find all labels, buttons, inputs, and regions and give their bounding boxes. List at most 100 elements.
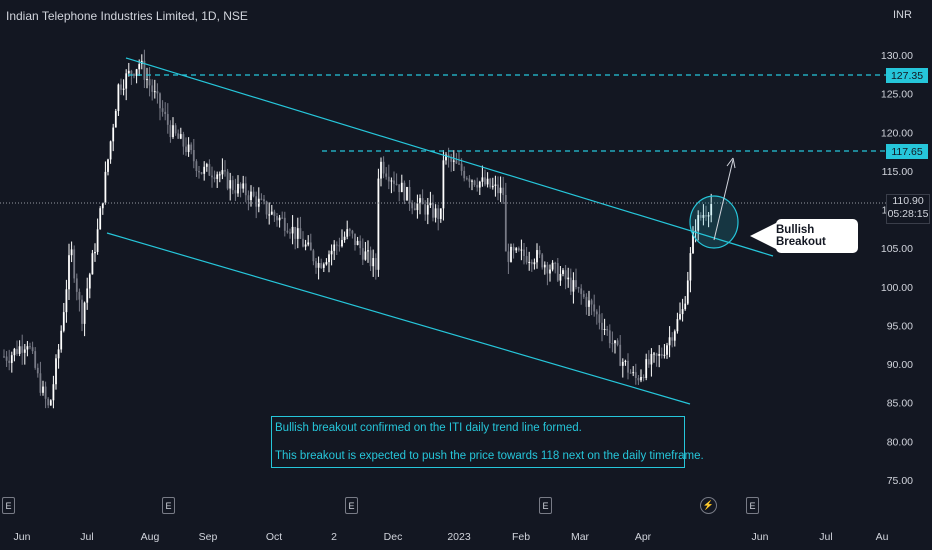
candle-body xyxy=(237,183,239,194)
candle-body xyxy=(130,70,133,75)
analysis-note[interactable]: Bullish breakout confirmed on the ITI da… xyxy=(271,416,704,468)
candle-body xyxy=(595,311,598,315)
candle-body xyxy=(21,346,24,353)
channel-lower-line xyxy=(106,232,691,405)
time-tick-label: 2023 xyxy=(447,531,471,543)
candle-body xyxy=(590,300,593,305)
candle-body xyxy=(541,254,544,268)
candle-body xyxy=(686,280,689,304)
candle-body xyxy=(530,261,533,265)
candle-body xyxy=(224,170,226,172)
candle-body xyxy=(153,91,156,93)
price-tick-label: 120.00 xyxy=(881,127,913,139)
candle-body xyxy=(117,84,120,111)
candle-body xyxy=(608,330,611,344)
candle-body xyxy=(42,386,44,393)
projection-arrowhead xyxy=(726,157,736,169)
candle-body xyxy=(624,360,627,362)
candle-body xyxy=(471,180,473,182)
price-tick-label: 75.00 xyxy=(887,475,913,487)
candle-body xyxy=(569,277,572,292)
candle-body xyxy=(684,303,687,310)
candle-body xyxy=(382,161,385,174)
candle-body xyxy=(10,355,13,363)
candle-body xyxy=(689,253,692,281)
candle-body xyxy=(156,91,159,94)
earnings-event-icon[interactable]: E xyxy=(539,497,552,514)
candle-body xyxy=(606,329,609,331)
candle-body xyxy=(200,172,203,174)
candle-body xyxy=(75,278,78,292)
candle-body xyxy=(218,174,221,176)
price-tick-label: 85.00 xyxy=(887,398,913,410)
candle-body xyxy=(143,60,146,80)
candle-body xyxy=(468,178,471,182)
earnings-event-icon[interactable]: E xyxy=(2,497,15,514)
earnings-event-icon[interactable]: E xyxy=(345,497,358,514)
candle-body xyxy=(577,287,580,289)
candle-body xyxy=(450,157,453,162)
candle-body xyxy=(65,289,68,313)
price-tick-label: 95.00 xyxy=(887,320,913,332)
candle-body xyxy=(247,195,250,201)
candle-body xyxy=(174,125,177,134)
candle-body xyxy=(551,262,554,270)
candle-body xyxy=(5,356,8,361)
candle-body xyxy=(122,88,125,90)
earnings-event-icon[interactable]: E xyxy=(746,497,759,514)
candle-body xyxy=(250,191,252,201)
candle-body xyxy=(411,203,414,209)
candle-body xyxy=(86,288,89,303)
price-tag-breakout-level: 117.65 xyxy=(886,144,928,159)
candle-body xyxy=(36,367,39,374)
time-tick-label: Mar xyxy=(571,531,590,543)
candle-body xyxy=(452,160,455,162)
candle-body xyxy=(270,211,273,215)
candle-body xyxy=(419,198,421,204)
candle-body xyxy=(673,331,676,341)
candle-body xyxy=(465,178,468,180)
candle-body xyxy=(283,217,286,231)
candle-body xyxy=(385,173,388,177)
currency-label[interactable]: INR xyxy=(893,9,912,21)
candle-body xyxy=(676,319,679,332)
candle-body xyxy=(335,244,338,246)
candle-body xyxy=(229,180,232,189)
candle-body xyxy=(187,144,190,153)
time-tick-label: Dec xyxy=(384,531,403,543)
candle-body xyxy=(499,187,502,194)
time-tick-label: Au xyxy=(876,531,889,543)
candle-body xyxy=(647,359,650,365)
candle-body xyxy=(359,240,362,249)
candles xyxy=(3,49,713,409)
candle-body xyxy=(707,215,710,217)
candle-body xyxy=(650,354,653,365)
candle-body xyxy=(294,226,297,239)
drawings xyxy=(0,57,886,405)
candle-body xyxy=(668,337,671,346)
candle-body xyxy=(481,177,484,182)
candle-body xyxy=(653,353,655,355)
candle-body xyxy=(252,191,255,197)
candle-body xyxy=(679,314,681,320)
candle-body xyxy=(70,249,73,256)
candle-body xyxy=(614,340,616,344)
candle-body xyxy=(616,340,619,345)
price-tick-label: 130.00 xyxy=(881,50,913,62)
candle-body xyxy=(356,240,359,246)
candle-body xyxy=(333,244,336,251)
candle-body xyxy=(390,180,393,182)
candle-body xyxy=(598,314,601,323)
candle-body xyxy=(504,194,507,252)
candle-body xyxy=(640,377,642,381)
lightning-event-icon[interactable]: ⚡ xyxy=(700,497,717,514)
candle-body xyxy=(536,250,538,263)
candle-body xyxy=(296,228,299,239)
candle-body xyxy=(374,258,377,270)
candle-body xyxy=(421,198,424,205)
time-tick-label: Jul xyxy=(819,531,832,543)
bullish-breakout-callout[interactable]: Bullish Breakout xyxy=(776,219,858,253)
callout-pointer xyxy=(750,222,778,250)
earnings-event-icon[interactable]: E xyxy=(162,497,175,514)
candle-body xyxy=(367,250,369,252)
